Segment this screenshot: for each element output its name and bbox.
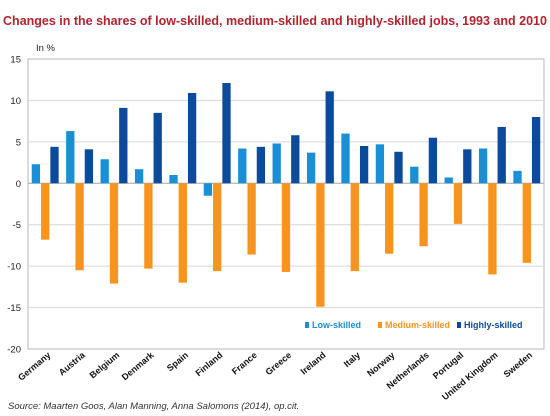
legend-swatch [305, 322, 309, 328]
y-tick-label: 0 [16, 179, 21, 190]
x-tick-label: Portugal [431, 350, 465, 381]
bar [359, 146, 369, 184]
x-tick-label: Germany [16, 350, 52, 383]
x-tick-label: Italy [342, 350, 362, 369]
bar [419, 183, 428, 247]
bar [247, 183, 256, 255]
bar [488, 183, 497, 275]
bar [153, 112, 162, 184]
bar [144, 183, 153, 269]
y-tick-label: -10 [7, 262, 21, 273]
bar [444, 177, 453, 184]
bar [478, 148, 488, 184]
y-axis-label: In % [36, 43, 56, 54]
bar [463, 149, 472, 184]
legend: Low-skilled Medium-skilled Highly-skilled [305, 320, 523, 330]
bar [385, 183, 394, 254]
bars [31, 83, 541, 307]
bar [238, 148, 247, 184]
x-tick-label: Denmark [120, 349, 157, 382]
x-tick-label: Spain [165, 350, 190, 373]
bar [75, 183, 84, 271]
bar [272, 143, 281, 184]
bar [169, 175, 178, 184]
bar [66, 131, 75, 184]
y-tick-label: -20 [7, 345, 21, 356]
bar [119, 107, 128, 184]
bar [350, 183, 359, 272]
legend-label: Highly-skilled [464, 320, 523, 330]
x-tick-label: Greece [263, 350, 293, 377]
bar [31, 164, 41, 184]
legend-label: Low-skilled [312, 320, 361, 330]
bar [213, 183, 222, 272]
legend-swatch [457, 322, 461, 328]
bar [306, 152, 316, 184]
x-tick-label: Finland [194, 350, 225, 378]
x-tick-label: Sweden [502, 350, 534, 380]
bar [50, 146, 59, 184]
bar [428, 137, 438, 184]
bar [187, 92, 197, 184]
y-tick-labels: 15 10 5 0 -5 -10 -15 -20 [7, 55, 21, 356]
bar [522, 183, 531, 263]
bar [134, 169, 144, 184]
bar [375, 144, 385, 184]
bar [100, 159, 109, 184]
bar [281, 183, 291, 272]
legend-swatch [378, 322, 382, 328]
bar [453, 183, 463, 224]
bar [410, 166, 419, 184]
x-tick-label: Ireland [299, 350, 328, 377]
bar [513, 170, 522, 184]
bar [497, 126, 506, 184]
source-note: Source: Maarten Goos, Alan Manning, Anna… [8, 401, 300, 412]
x-tick-label: Belgium [88, 350, 122, 380]
bar [394, 151, 403, 184]
bar [256, 146, 266, 184]
bar [109, 183, 119, 284]
bar [84, 149, 94, 184]
y-tick-label: 15 [10, 55, 21, 66]
chart-title: Changes in the shares of low-skilled, me… [3, 14, 547, 28]
legend-label: Medium-skilled [385, 320, 450, 330]
bar [178, 183, 187, 283]
y-tick-label: -15 [7, 303, 21, 314]
bar [531, 117, 541, 184]
bar [41, 183, 50, 240]
bar [222, 83, 231, 184]
y-tick-label: 10 [10, 96, 21, 107]
x-tick-label: Norway [365, 350, 396, 379]
bar [291, 135, 300, 184]
x-tick-label: France [230, 350, 259, 377]
y-tick-label: -5 [13, 220, 21, 231]
bar [325, 91, 334, 184]
y-tick-label: 5 [16, 137, 21, 148]
bar [316, 183, 325, 307]
bar [341, 133, 350, 184]
bar [203, 183, 213, 196]
x-tick-label: Austria [57, 349, 88, 377]
